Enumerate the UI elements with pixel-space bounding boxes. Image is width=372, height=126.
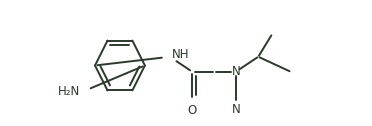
Text: N: N	[231, 65, 240, 78]
Text: O: O	[187, 104, 197, 117]
Text: H₂N: H₂N	[58, 85, 80, 98]
Text: NH: NH	[172, 48, 189, 61]
Text: N: N	[231, 103, 240, 116]
